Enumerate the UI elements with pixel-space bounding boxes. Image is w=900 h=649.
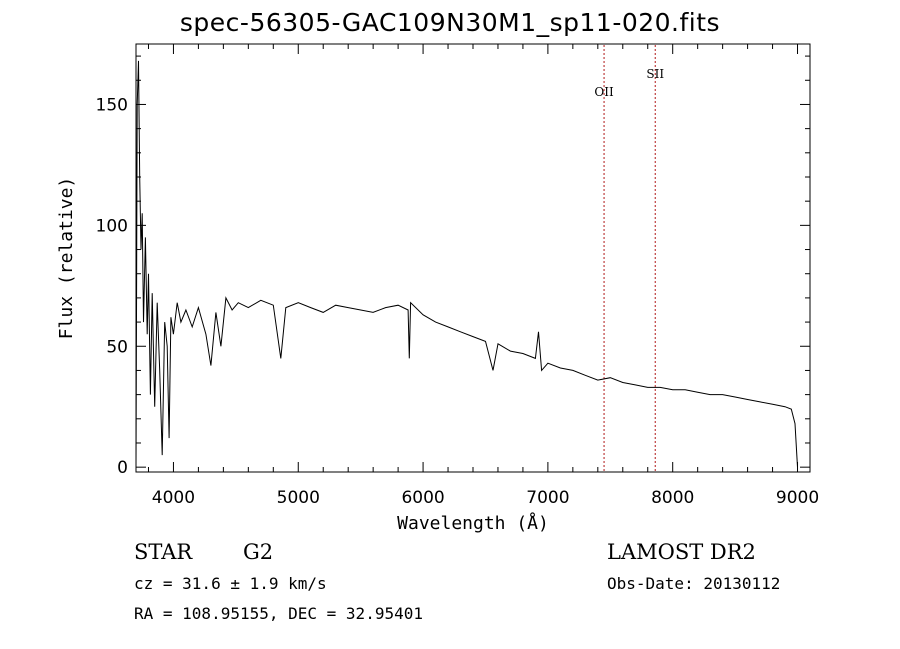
- x-tick-label: 4000: [152, 488, 195, 508]
- object-class: STAR: [134, 540, 193, 564]
- line-label-oii: OII: [594, 85, 614, 99]
- spectrum-line: [135, 60, 798, 468]
- x-tick-label: 6000: [401, 488, 444, 508]
- y-tick-label: 150: [96, 95, 128, 115]
- line-label-sii: SII: [646, 67, 664, 81]
- plot-frame: [135, 43, 811, 473]
- x-axis-label: Wavelength (Å): [397, 512, 549, 534]
- observation-date: Obs-Date: 20130112: [607, 574, 781, 593]
- data-release: LAMOST DR2: [607, 540, 756, 564]
- object-subclass: G2: [243, 540, 274, 564]
- y-tick-label: 0: [117, 458, 128, 478]
- y-tick-label: 50: [106, 337, 128, 357]
- chart-title: spec-56305-GAC109N30M1_sp11-020.fits: [179, 8, 721, 37]
- redshift-cz: cz = 31.6 ± 1.9 km/s: [134, 574, 327, 593]
- x-tick-label: 5000: [277, 488, 320, 508]
- x-tick-label: 8000: [651, 488, 694, 508]
- y-axis-label: Flux (relative): [56, 177, 77, 340]
- x-tick-label: 7000: [526, 488, 569, 508]
- x-tick-label: 9000: [776, 488, 819, 508]
- y-tick-label: 100: [96, 216, 128, 236]
- ra-dec: RA = 108.95155, DEC = 32.95401: [134, 604, 423, 623]
